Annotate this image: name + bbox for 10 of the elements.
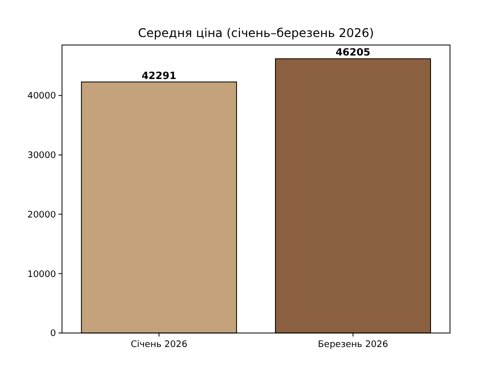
data-label: 46205 [336, 48, 370, 59]
x-tick-label: Березень 2026 [318, 340, 388, 350]
y-tick-label: 30000 [27, 151, 56, 162]
chart-title: Середня ціна (січень–березень 2026) [138, 26, 374, 40]
y-tick-label: 0 [50, 329, 56, 340]
y-tick-label: 40000 [27, 92, 56, 102]
x-tick-label: Січень 2026 [130, 340, 188, 350]
data-label: 42291 [142, 70, 176, 82]
y-tick-label: 20000 [27, 210, 56, 220]
y-tick-label: 10000 [27, 270, 56, 280]
